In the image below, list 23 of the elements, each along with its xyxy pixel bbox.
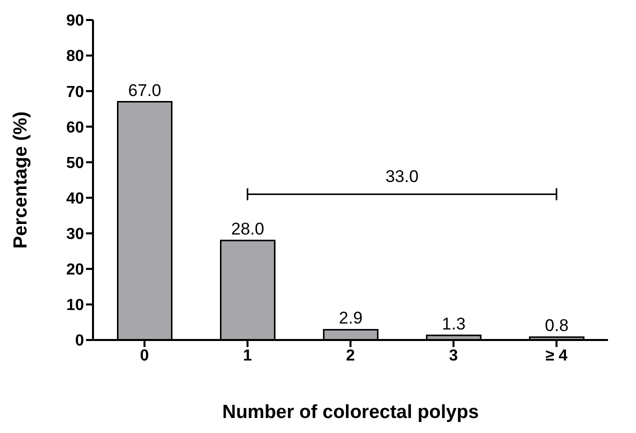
y-tick-label: 30 [66,226,84,244]
data-label: 67.0 [128,80,162,100]
y-tick-label: 40 [66,190,84,208]
annotation: 33.0 [385,167,419,186]
x-tick-label: 1 [243,347,252,364]
y-tick-label: 70 [66,84,84,101]
data-label: 0.8 [544,316,569,336]
y-tick-label: 20 [66,262,84,279]
y-axis-title: Percentage (%) [10,111,32,249]
data-label: 28.0 [231,219,264,238]
y-tick-label: 10 [66,297,84,314]
data-label: 1.3 [442,314,466,334]
y-tick-label: 90 [66,12,84,30]
y-tick-label: 80 [66,48,84,66]
x-tick-label: ≥ 4 [545,347,568,364]
x-tick-label: 3 [449,347,458,364]
y-tick-label: 60 [66,119,84,136]
y-tick-label: 50 [66,154,84,172]
y-tick-label: 0 [75,332,84,350]
x-axis-title: Number of colorectal polyps [222,402,479,423]
x-tick-label: 0 [140,347,150,364]
x-tick-label: 2 [346,347,356,364]
data-label: 2.9 [338,308,363,328]
